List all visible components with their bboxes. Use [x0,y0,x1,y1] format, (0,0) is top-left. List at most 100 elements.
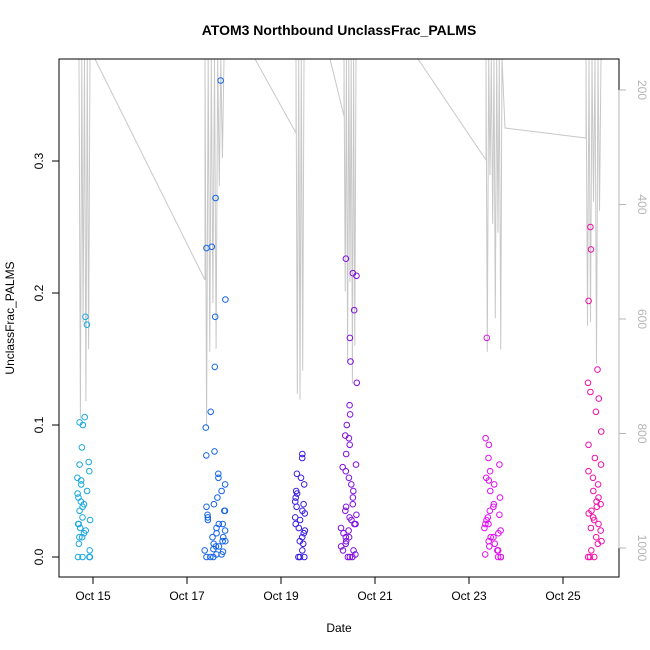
data-point [485,441,493,449]
data-point [214,494,221,501]
data-point [76,461,83,468]
data-point [346,441,354,449]
data-point [86,516,94,524]
data-point [490,500,498,508]
data-point [487,487,494,495]
data-point [301,553,308,561]
x-tick-label: Oct 25 [545,589,581,603]
data-point [487,533,495,541]
y-tick-label: 0.3 [32,152,46,169]
data-point [346,553,354,561]
data-point [204,511,211,519]
data-point [296,516,304,524]
data-point [212,194,219,202]
data-point [490,481,498,488]
data-point [296,537,304,545]
right-tick-label: 400 [635,194,649,214]
data-point [339,547,347,554]
data-point [496,461,503,468]
data-point [296,553,304,561]
data-point [218,551,225,558]
data-point [346,411,354,418]
data-point [353,379,361,387]
data-point [342,255,350,263]
data-point [211,448,218,455]
x-tick-label: Oct 21 [357,589,393,603]
data-point [350,306,358,314]
data-point [215,474,222,482]
data-point [595,520,602,528]
data-point [485,537,493,545]
data-point [209,533,216,541]
data-point [222,537,229,545]
data-point [481,524,488,532]
data-point [593,498,600,505]
data-points [74,77,605,561]
data-point [585,441,592,449]
data-point [211,313,219,321]
data-point [585,467,592,475]
data-point [486,507,494,515]
data-point [219,537,226,545]
data-point [494,553,502,561]
data-point [342,503,350,511]
data-point [79,514,86,521]
y-tick-label: 0.2 [32,284,46,301]
data-point [76,419,83,426]
data-point [82,527,89,534]
data-point [215,470,222,478]
data-point [201,547,208,554]
data-point [82,313,89,321]
data-point [595,395,603,402]
data-point [589,514,597,521]
x-axis-label: Date [326,621,352,635]
x-tick-label: Oct 15 [75,589,111,603]
right-tick-label: 200 [635,80,649,100]
data-point [74,490,81,497]
pressure-lines [78,58,602,426]
data-point [588,547,595,554]
data-point [587,223,594,231]
chart-title: ATOM3 Northbound UnclassFrac_PALMS [202,22,477,38]
data-point [482,434,489,442]
data-point [485,520,492,528]
data-point [585,297,592,305]
data-point [350,547,357,554]
data-point [587,388,594,396]
data-point [591,454,599,462]
data-point [210,500,218,508]
data-point [75,540,83,548]
right-tick-label: 600 [635,309,649,329]
data-point [491,540,499,548]
data-point [74,553,82,561]
data-point [484,514,492,521]
data-point [76,524,84,532]
data-point [86,547,93,554]
data-point [295,524,303,532]
data-point [482,474,490,482]
data-point [497,527,504,534]
data-point [588,507,595,515]
data-point [589,474,597,482]
data-point [207,408,214,416]
x-tick-label: Oct 23 [451,589,487,603]
data-point [350,487,357,495]
data-point [352,461,360,468]
data-point [351,520,358,528]
data-point [299,547,306,554]
data-point [298,454,306,462]
data-point [347,358,354,365]
data-point [590,487,597,495]
data-point [221,507,229,515]
data-point [212,543,220,550]
data-point [83,321,91,329]
data-point [353,511,360,519]
x-axis: Oct 15 Oct 17 Oct 19 Oct 21 Oct 23 Oct 25 [75,576,581,603]
data-point [342,450,350,458]
data-point [211,363,219,371]
data-point [291,514,299,521]
data-point [218,487,225,495]
data-point [340,529,347,537]
data-point [74,474,81,482]
